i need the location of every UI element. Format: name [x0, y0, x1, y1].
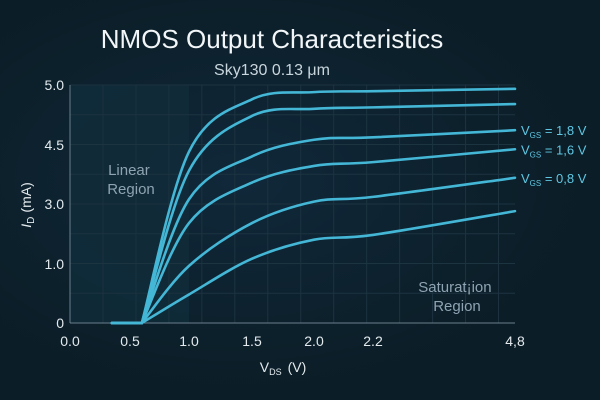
x-tick-label: 0.0	[60, 333, 80, 349]
linear-region-line-2: Region	[107, 181, 155, 198]
x-axis-label-unit: (V)	[288, 359, 307, 375]
x-axis-label-main: V	[260, 359, 270, 375]
x-tick-label: 4,8	[505, 333, 525, 349]
y-tick-label: 3.0	[45, 196, 65, 212]
saturation-region-line-1: Saturat¡ion	[418, 279, 491, 296]
x-tick-label: 0.5	[120, 333, 140, 349]
linear-region-line-1: Linear	[108, 162, 150, 179]
y-tick-label: 4.5	[45, 137, 65, 153]
y-axis-label-main: I	[18, 224, 34, 228]
y-axis-label: ID (mA)	[18, 182, 37, 227]
chart-title: NMOS Output Characteristics	[101, 24, 443, 54]
series-labels: VGS = 1,8 V VGS = 1,6 V VGS = 0,8 V	[521, 123, 587, 188]
y-tick-label: 1.0	[45, 256, 65, 272]
grid-layer	[70, 84, 515, 323]
x-axis-label-sub: DS	[269, 367, 282, 377]
curve-layer	[110, 87, 517, 325]
y-axis-label-unit: (mA)	[18, 182, 34, 212]
x-tick-label: 1.5	[242, 333, 262, 349]
x-tick-labels: 0.0 0.5 1.0 1.5 2.0 2.2 4,8	[60, 333, 525, 349]
y-tick-label: 0	[56, 315, 64, 331]
y-tick-labels: 0 1.0 3.0 4.5 5.0	[45, 77, 65, 331]
series-label: VGS = 0,8 V	[521, 171, 587, 188]
saturation-region-label: Saturat¡ion Region	[418, 279, 496, 315]
saturation-region-line-2: Region	[433, 298, 481, 315]
series-line-6	[110, 209, 517, 325]
y-tick-label: 5.0	[45, 77, 65, 93]
chart-subtitle: Sky130 0.13 μm	[214, 62, 330, 79]
series-label: VGS = 1,6 V	[521, 142, 587, 159]
linear-region-label: Linear Region	[107, 162, 155, 198]
series-label: VGS = 1,8 V	[521, 123, 587, 140]
x-tick-label: 1.0	[179, 333, 199, 349]
y-axis-label-sub: D	[26, 217, 37, 224]
x-tick-label: 2.2	[363, 333, 383, 349]
x-axis-label: VDS (V)	[260, 359, 307, 377]
x-tick-label: 2.0	[304, 333, 324, 349]
